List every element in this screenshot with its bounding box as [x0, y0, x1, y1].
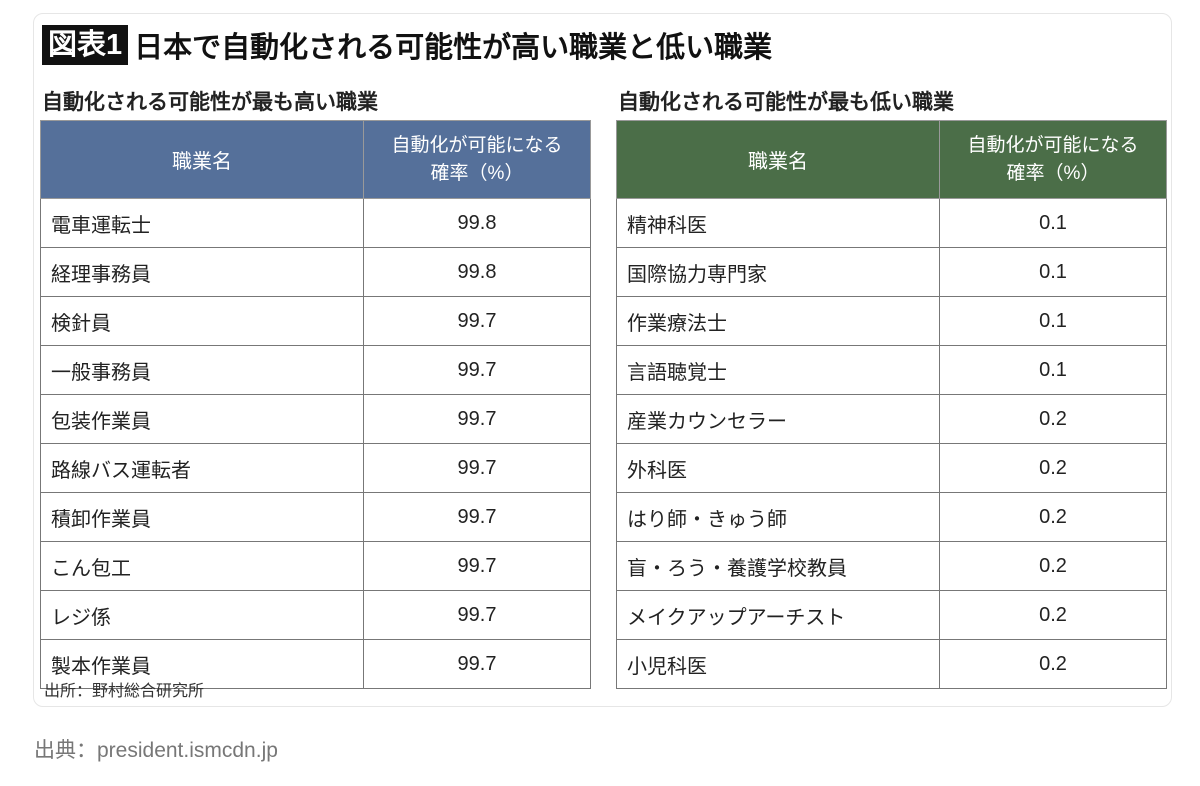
column-header-job: 職業名	[616, 120, 940, 199]
table-row: レジ係 99.7	[40, 590, 591, 640]
table-row: 精神科医 0.1	[616, 198, 1167, 248]
probability-cell: 0.1	[939, 198, 1167, 248]
figure-title-text: 日本で自動化される可能性が高い職業と低い職業	[134, 32, 773, 64]
job-name-cell: 言語聴覚士	[616, 345, 940, 395]
job-name-cell: 検針員	[40, 296, 364, 346]
table-row: 積卸作業員 99.7	[40, 492, 591, 542]
table-row: 国際協力専門家 0.1	[616, 247, 1167, 297]
table-row: 包装作業員 99.7	[40, 394, 591, 444]
job-name-cell: 経理事務員	[40, 247, 364, 297]
header-line: 確率（%）	[1006, 162, 1100, 184]
table-row: 一般事務員 99.7	[40, 345, 591, 395]
probability-cell: 0.1	[939, 247, 1167, 297]
job-name-cell: 精神科医	[616, 198, 940, 248]
probability-cell: 0.2	[939, 541, 1167, 591]
column-header-probability: 自動化が可能になる 確率（%）	[939, 120, 1167, 199]
column-header-job: 職業名	[40, 120, 364, 199]
data-origin-note: 出所：野村総合研究所	[44, 683, 205, 700]
probability-cell: 99.7	[363, 443, 591, 493]
table-row: 経理事務員 99.8	[40, 247, 591, 297]
job-name-cell: メイクアップアーチスト	[616, 590, 940, 640]
table-row: 電車運転士 99.8	[40, 198, 591, 248]
job-name-cell: はり師・きゅう師	[616, 492, 940, 542]
high-automation-table: 職業名 自動化が可能になる 確率（%） 電車運転士 99.8 経理事務員 99.8 検針員…	[40, 120, 591, 689]
job-name-cell: 外科医	[616, 443, 940, 493]
table-row: 製本作業員 99.7	[40, 639, 591, 689]
job-name-cell: 包装作業員	[40, 394, 364, 444]
job-name-cell: 電車運転士	[40, 198, 364, 248]
table-row: はり師・きゅう師 0.2	[616, 492, 1167, 542]
job-name-cell: 産業カウンセラー	[616, 394, 940, 444]
table-header-row: 職業名 自動化が可能になる 確率（%）	[40, 120, 591, 199]
table-row: 言語聴覚士 0.1	[616, 345, 1167, 395]
job-name-cell: 小児科医	[616, 639, 940, 689]
job-name-cell: 作業療法士	[616, 296, 940, 346]
job-name-cell: 一般事務員	[40, 345, 364, 395]
probability-cell: 99.7	[363, 590, 591, 640]
table-row: 産業カウンセラー 0.2	[616, 394, 1167, 444]
probability-cell: 99.8	[363, 247, 591, 297]
table-row: 盲・ろう・養護学校教員 0.2	[616, 541, 1167, 591]
header-line: 自動化が可能になる	[391, 134, 563, 156]
job-name-cell: 路線バス運転者	[40, 443, 364, 493]
figure-badge: 図表1	[42, 25, 129, 65]
figure-title: 図表1 日本で自動化される可能性が高い職業と低い職業	[42, 25, 772, 65]
table-row: こん包工 99.7	[40, 541, 591, 591]
probability-cell: 99.7	[363, 394, 591, 444]
probability-cell: 99.7	[363, 296, 591, 346]
table-header-row: 職業名 自動化が可能になる 確率（%）	[616, 120, 1167, 199]
probability-cell: 0.2	[939, 590, 1167, 640]
job-name-cell: こん包工	[40, 541, 364, 591]
probability-cell: 0.2	[939, 394, 1167, 444]
probability-cell: 0.2	[939, 639, 1167, 689]
job-name-cell: 盲・ろう・養護学校教員	[616, 541, 940, 591]
job-name-cell: レジ係	[40, 590, 364, 640]
header-line: 自動化が可能になる	[967, 134, 1139, 156]
table-row: メイクアップアーチスト 0.2	[616, 590, 1167, 640]
probability-cell: 99.7	[363, 345, 591, 395]
probability-cell: 99.7	[363, 541, 591, 591]
table-row: 作業療法士 0.1	[616, 296, 1167, 346]
job-name-cell: 製本作業員	[40, 639, 364, 689]
table-row: 路線バス運転者 99.7	[40, 443, 591, 493]
probability-cell: 99.7	[363, 639, 591, 689]
low-table-heading: 自動化される可能性が最も低い職業	[618, 91, 954, 114]
job-name-cell: 積卸作業員	[40, 492, 364, 542]
header-line: 確率（%）	[430, 162, 524, 184]
probability-cell: 0.2	[939, 443, 1167, 493]
probability-cell: 99.7	[363, 492, 591, 542]
table-row: 外科医 0.2	[616, 443, 1167, 493]
table-row: 検針員 99.7	[40, 296, 591, 346]
source-caption: 出典：president.ismcdn.jp	[34, 739, 278, 762]
high-table-heading: 自動化される可能性が最も高い職業	[42, 91, 378, 114]
table-row: 小児科医 0.2	[616, 639, 1167, 689]
job-name-cell: 国際協力専門家	[616, 247, 940, 297]
column-header-probability: 自動化が可能になる 確率（%）	[363, 120, 591, 199]
probability-cell: 0.1	[939, 296, 1167, 346]
probability-cell: 0.2	[939, 492, 1167, 542]
probability-cell: 99.8	[363, 198, 591, 248]
low-automation-table: 職業名 自動化が可能になる 確率（%） 精神科医 0.1 国際協力専門家 0.1 作業療法…	[616, 120, 1167, 689]
probability-cell: 0.1	[939, 345, 1167, 395]
